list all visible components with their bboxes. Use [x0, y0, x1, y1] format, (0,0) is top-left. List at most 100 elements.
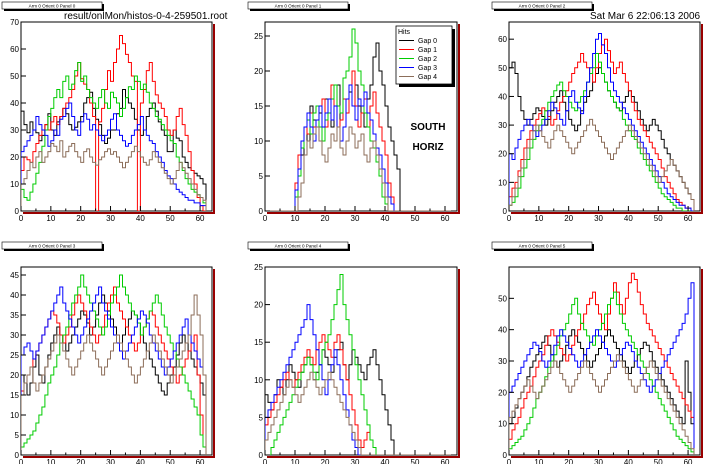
x-tick-label: 40	[381, 214, 390, 223]
hist-series-gap-2	[265, 28, 451, 211]
y-tick-label: 20	[498, 388, 507, 397]
y-tick-label: 10	[254, 376, 263, 385]
panel-title-box	[247, 241, 349, 250]
y-tick-label: 0	[259, 207, 264, 216]
y-tick-label: 0	[503, 207, 508, 216]
panel-title: Arm 0 Orient 0 Panel 4	[275, 244, 322, 249]
y-tick-label: 10	[498, 178, 507, 187]
x-tick-label: 20	[76, 214, 85, 223]
y-tick-label: 25	[10, 351, 19, 360]
x-tick-label: 50	[654, 214, 663, 223]
hist-series-gap-3	[21, 286, 207, 455]
y-tick-label: 5	[259, 172, 264, 181]
y-tick-label: 15	[254, 102, 263, 111]
x-tick-label: 0	[19, 458, 24, 464]
hist-series-gap-1	[509, 38, 694, 211]
y-tick-label: 40	[498, 326, 507, 335]
y-tick-label: 50	[10, 72, 19, 81]
panel-shadow-bottom	[267, 456, 460, 458]
histogram-panel-5: Arm 0 Orient 0 Panel 5 0 10 20 30 40 50 60 0 10 20…	[491, 241, 703, 464]
y-tick-label: 50	[498, 294, 507, 303]
x-tick-label: 10	[46, 458, 55, 464]
legend-title: Hits	[398, 29, 411, 36]
x-tick-label: 60	[684, 214, 693, 223]
hist-series-gap-4	[21, 140, 207, 211]
x-tick-label: 0	[263, 458, 268, 464]
hist-series-gap-3	[509, 282, 695, 455]
x-tick-label: 40	[136, 214, 145, 223]
panel-title: Arm 0 Orient 0 Panel 3	[29, 244, 76, 249]
legend-entry-label: Gap 2	[418, 56, 437, 63]
panel-shadow-right	[213, 269, 215, 458]
y-tick-label: 30	[498, 357, 507, 366]
panel-shadow-right	[458, 269, 460, 458]
panel-shadow-bottom	[511, 456, 703, 458]
y-tick-label: 10	[10, 411, 19, 420]
x-tick-label: 20	[564, 214, 573, 223]
x-tick-label: 10	[534, 214, 543, 223]
hist-series-gap-2	[265, 274, 451, 455]
y-tick-label: 25	[254, 32, 263, 41]
x-tick-label: 10	[291, 458, 300, 464]
x-tick-label: 40	[136, 458, 145, 464]
y-tick-label: 10	[498, 420, 507, 429]
panel-title: Arm 0 Orient 0 Panel 0	[29, 4, 76, 9]
x-tick-label: 0	[19, 214, 24, 223]
x-tick-label: 30	[106, 214, 115, 223]
y-tick-label: 40	[10, 291, 19, 300]
hist-series-gap-4	[265, 126, 451, 211]
y-tick-label: 0	[259, 451, 264, 460]
y-tick-label: 15	[254, 338, 263, 347]
y-tick-label: 10	[254, 137, 263, 146]
panel-title: Arm 0 Orient 0 Panel 2	[519, 4, 566, 9]
file-name-label: result/onlMon/histos-0-4-259501.root	[64, 11, 228, 22]
hist-series-gap-4	[509, 118, 695, 211]
histogram-panel-3: Arm 0 Orient 0 Panel 3 0 10 20 30 40 50 60 0 5 10 1…	[1, 241, 215, 464]
panel-shadow-right	[701, 24, 703, 214]
x-tick-label: 60	[684, 458, 693, 464]
y-tick-label: 20	[254, 301, 263, 310]
y-tick-label: 0	[15, 207, 20, 216]
x-tick-label: 30	[351, 458, 360, 464]
x-tick-label: 30	[106, 458, 115, 464]
x-tick-label: 50	[166, 214, 175, 223]
hist-series-gap-4	[265, 371, 451, 455]
x-tick-label: 60	[441, 214, 450, 223]
hist-series-gap-0	[21, 294, 207, 455]
y-tick-label: 15	[10, 391, 19, 400]
legend-entry-label: Gap 4	[418, 74, 437, 81]
x-tick-label: 40	[381, 458, 390, 464]
histogram-panel-0: Arm 0 Orient 0 Panel 0 0 10 20 30 40 50 60 0 10 20…	[1, 1, 215, 223]
x-tick-label: 10	[46, 214, 55, 223]
x-tick-label: 40	[624, 214, 633, 223]
y-tick-label: 25	[254, 263, 263, 272]
y-tick-label: 5	[259, 413, 264, 422]
hist-series-gap-1	[21, 35, 206, 211]
legend-entry-label: Gap 0	[418, 38, 437, 45]
y-tick-label: 50	[498, 64, 507, 73]
x-tick-label: 20	[321, 214, 330, 223]
panel-title: Arm 0 Orient 0 Panel 5	[519, 244, 566, 249]
y-tick-label: 30	[498, 121, 507, 130]
x-tick-label: 60	[196, 214, 205, 223]
x-tick-label: 60	[441, 458, 450, 464]
y-tick-label: 35	[10, 311, 19, 320]
y-tick-label: 20	[498, 150, 507, 159]
panel-title-box	[491, 241, 593, 250]
legend-entry-label: Gap 1	[418, 47, 437, 54]
hist-series-gap-4	[21, 294, 207, 455]
hist-series-gap-3	[265, 304, 451, 455]
x-tick-label: 20	[321, 458, 330, 464]
panel-shadow-bottom	[267, 212, 460, 214]
x-tick-label: 50	[166, 458, 175, 464]
x-tick-label: 10	[291, 214, 300, 223]
timestamp-label: Sat Mar 6 22:06:13 2006	[590, 11, 701, 22]
x-tick-label: 0	[507, 458, 512, 464]
x-tick-label: 20	[564, 458, 573, 464]
y-tick-label: 20	[10, 153, 19, 162]
y-tick-label: 40	[10, 99, 19, 108]
panel-shadow-right	[458, 24, 460, 214]
y-tick-label: 0	[503, 451, 508, 460]
y-tick-label: 60	[10, 45, 19, 54]
panel-shadow-right	[213, 24, 215, 214]
